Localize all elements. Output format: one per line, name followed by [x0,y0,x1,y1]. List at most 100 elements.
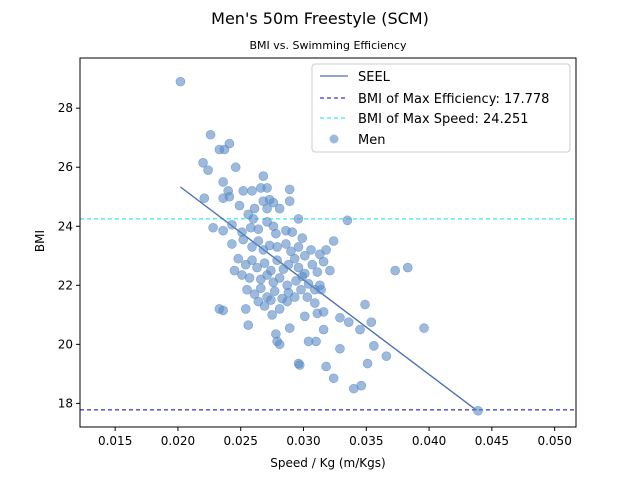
data-point [272,242,282,252]
data-point [419,323,429,333]
data-point [244,273,255,283]
data-point [366,317,377,328]
reference-lines [80,218,576,411]
data-point [318,256,329,267]
legend-men-label: Men [358,133,385,148]
scatter-points [175,76,483,416]
data-point [234,200,245,211]
y-tick-label: 22 [58,278,73,292]
data-point [381,351,392,361]
data-point [356,380,367,391]
data-point [287,227,298,237]
data-point [262,183,272,193]
data-point [318,307,329,317]
data-point [321,361,331,372]
data-point [473,405,483,416]
data-point [293,242,304,252]
x-tick-label: 0.025 [224,434,258,448]
y-tick-label: 20 [58,337,73,351]
axes: 0.015 0.020 0.025 0.030 0.035 0.040 0.045 0.050… [58,57,577,448]
legend-men-symbol [329,134,339,144]
x-tick-label: 0.050 [537,434,571,448]
data-point [284,196,295,206]
data-point [274,339,285,350]
data-point [218,225,228,236]
x-tick-label: 0.040 [412,434,446,448]
legend: SEEL BMI of Max Efficiency: 17.778 BMI o… [311,63,571,153]
data-point [203,165,213,175]
y-tick-label: 26 [58,160,73,174]
data-point [227,219,237,230]
chart-title: Men's 50m Freestyle (SCM) [211,9,429,28]
x-tick-label: 0.015 [98,434,132,448]
data-point [302,292,313,302]
data-point [297,233,308,243]
data-point [247,186,257,196]
data-point [253,236,264,246]
data-point [252,262,262,273]
data-point [259,301,270,311]
data-point [289,292,300,302]
data-point [198,157,208,168]
data-point [360,299,370,310]
data-point [259,258,270,268]
data-point [218,305,228,316]
data-point [299,311,310,322]
data-point [297,271,308,282]
data-point [205,129,216,140]
data-point [269,286,280,297]
x-tick-label: 0.045 [475,434,509,448]
data-point [208,222,218,233]
data-point [271,228,281,239]
data-point [362,358,373,369]
data-point [311,336,321,347]
data-point [343,317,354,328]
legend-seel-label: SEEL [358,70,391,85]
data-point [299,250,310,261]
data-point [274,304,285,314]
data-point [242,284,252,295]
x-tick-label: 0.020 [161,434,195,448]
data-point [328,236,339,246]
data-point [293,214,304,224]
data-point [284,323,295,333]
data-point [318,324,329,335]
x-tick-label: 0.030 [286,434,320,448]
data-point [289,253,300,264]
legend-max-speed-label: BMI of Max Speed: 24.251 [358,112,529,127]
x-axis-label: Speed / Kg (m/Kgs) [270,456,385,470]
data-point [293,262,304,273]
x-tick-label: 0.035 [349,434,383,448]
data-point [218,177,228,187]
data-point [238,186,249,196]
data-point [240,304,251,314]
data-point [219,144,230,155]
data-point [355,324,365,335]
legend-max-efficiency-label: BMI of Max Efficiency: 17.778 [358,92,549,107]
data-point [294,360,305,370]
data-point [335,343,345,354]
data-point [274,273,285,283]
data-point [230,162,241,173]
data-point [283,259,294,270]
data-point [307,259,318,270]
data-point [256,283,266,294]
data-point [325,265,335,276]
data-point [266,295,276,305]
y-axis-label: BMI [33,230,47,252]
data-point [296,284,306,295]
data-point [224,191,235,202]
data-point [390,265,400,276]
data-point [312,267,323,277]
data-point [316,284,326,295]
data-point [328,373,339,384]
y-tick-label: 24 [58,219,73,233]
data-point [282,296,292,307]
data-point [233,253,244,264]
data-point [268,197,279,208]
data-point [272,255,282,266]
data-point [281,239,291,249]
y-tick-label: 28 [58,101,73,115]
legend-frame [311,63,571,153]
data-point [247,255,257,266]
